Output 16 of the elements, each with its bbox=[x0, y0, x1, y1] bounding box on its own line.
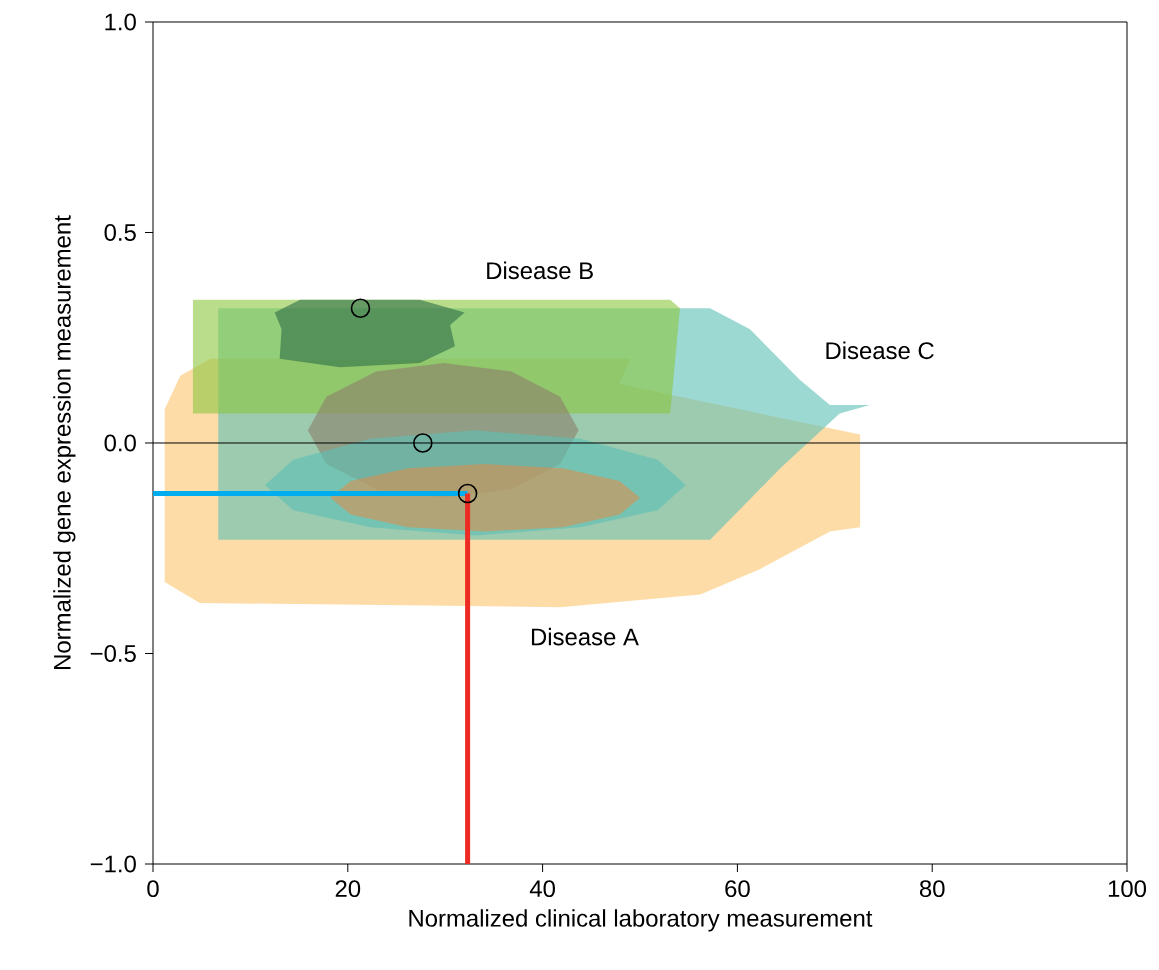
y-tick-label: 0.5 bbox=[104, 224, 136, 241]
annotation: Disease A bbox=[531, 627, 639, 646]
annotation: Disease B bbox=[487, 261, 593, 280]
annotation: Disease C bbox=[826, 341, 934, 360]
x-tick-label: 0 bbox=[147, 880, 159, 898]
x-tick-label: 100 bbox=[1108, 880, 1147, 898]
y-tick-label: −1.0 bbox=[90, 855, 136, 873]
y-tick-label: −0.5 bbox=[90, 645, 136, 662]
x-tick-label: 20 bbox=[335, 880, 361, 898]
y-tick-label: 1.0 bbox=[105, 13, 136, 31]
x-axis-title: Normalized clinical laboratory measurement bbox=[409, 909, 873, 932]
x-tick-label: 40 bbox=[529, 880, 555, 898]
y-axis-title: Normalized gene expression measurement bbox=[53, 215, 76, 669]
y-tick-label: 0.0 bbox=[104, 434, 136, 452]
x-tick-label: 80 bbox=[919, 880, 945, 898]
x-tick-label: 60 bbox=[725, 880, 750, 898]
